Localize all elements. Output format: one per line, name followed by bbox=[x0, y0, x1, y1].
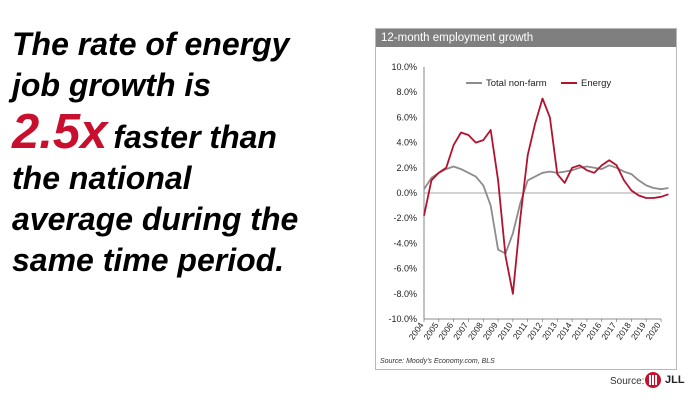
headline-line-3: 2.5x faster than bbox=[12, 106, 342, 158]
chart-source-note: Source: Moody's Economy.com, BLS bbox=[380, 358, 495, 365]
y-tick-label: 10.0% bbox=[391, 62, 417, 72]
y-tick-label: 6.0% bbox=[396, 112, 417, 122]
headline-line-3-rest: faster than bbox=[113, 119, 277, 155]
y-tick-label: -8.0% bbox=[393, 289, 417, 299]
y-tick-label: -4.0% bbox=[393, 238, 417, 248]
x-tick-label: 2010 bbox=[495, 320, 514, 341]
x-tick-label: 2020 bbox=[644, 320, 663, 341]
x-tick-label: 2009 bbox=[481, 320, 500, 341]
x-tick-label: 2013 bbox=[540, 320, 559, 341]
jll-logo-icon bbox=[645, 372, 661, 388]
chart-card: 12-month employment growth 10.0% 8.0% 6.0%… bbox=[375, 28, 677, 370]
x-tick-label: 2018 bbox=[614, 320, 633, 341]
x-tick-label: 2012 bbox=[525, 320, 544, 341]
legend-label: Energy bbox=[581, 78, 611, 89]
series-line-energy bbox=[423, 97, 669, 295]
x-tick-label: 2008 bbox=[466, 320, 485, 341]
x-tick-label: 2007 bbox=[451, 320, 470, 341]
legend-label: Total non-farm bbox=[486, 78, 547, 89]
y-tick-label: 0.0% bbox=[396, 188, 417, 198]
y-tick-label: -2.0% bbox=[393, 213, 417, 223]
x-tick-label: 2006 bbox=[436, 320, 455, 341]
series-line-total-nonfarm bbox=[423, 164, 669, 255]
y-tick-label: -6.0% bbox=[393, 264, 417, 274]
headline-text: The rate of energy job growth is 2.5x fas… bbox=[12, 24, 342, 281]
chart-title: 12-month employment growth bbox=[376, 29, 676, 47]
highlight-multiplier: 2.5x bbox=[12, 105, 108, 159]
x-tick-label: 2016 bbox=[584, 320, 603, 341]
jll-logo-text: JLL bbox=[665, 374, 685, 386]
x-tick-label: 2019 bbox=[629, 320, 648, 341]
y-tick-label: 8.0% bbox=[396, 87, 417, 97]
x-tick-label: 2014 bbox=[555, 320, 574, 341]
y-tick-label: 2.0% bbox=[396, 163, 417, 173]
line-chart: 10.0% 8.0% 6.0% 4.0% 2.0% 0.0% -2.0% -4.0% -6.0%… bbox=[388, 62, 669, 342]
x-tick-label: 2017 bbox=[599, 320, 618, 341]
headline-line-2: job growth is bbox=[12, 67, 212, 103]
y-tick-label: 4.0% bbox=[396, 138, 417, 148]
x-tick-label: 2015 bbox=[570, 320, 589, 341]
y-tick-label: -10.0% bbox=[388, 314, 417, 324]
headline-line-1: The rate of energy bbox=[12, 26, 290, 62]
headline-line-5: average during the bbox=[12, 201, 299, 237]
headline-line-6: same time period. bbox=[12, 242, 285, 278]
x-tick-label: 2005 bbox=[421, 320, 440, 341]
headline-line-4: the national bbox=[12, 160, 192, 196]
footer-source-label: Source: bbox=[610, 376, 645, 387]
